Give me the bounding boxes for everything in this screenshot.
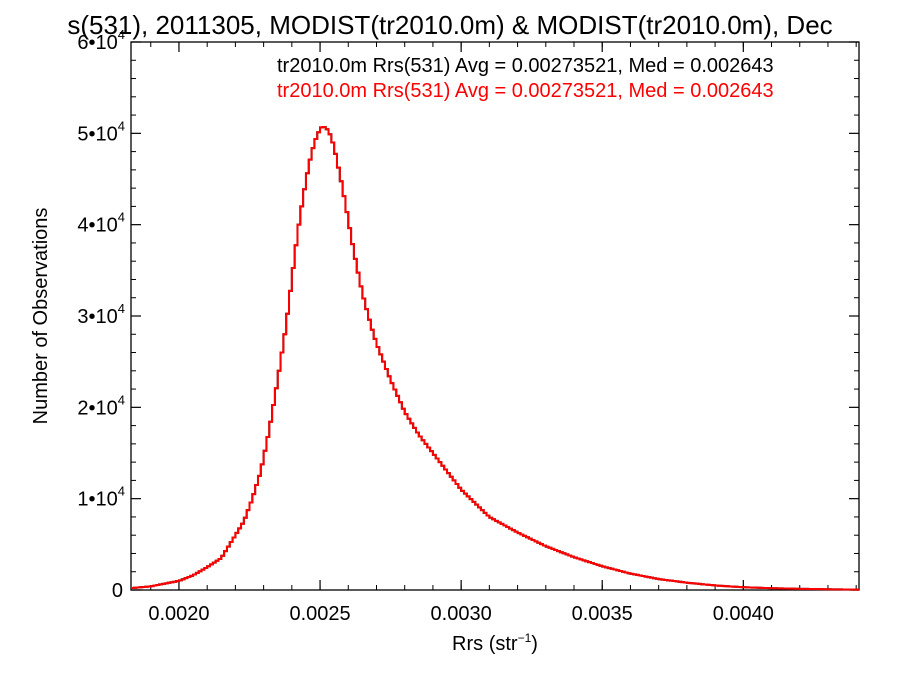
- y-tick-label-exponent: 4: [118, 484, 125, 499]
- x-tick-label: 0.0035: [572, 603, 633, 625]
- x-tick-label: 0.0040: [713, 603, 774, 625]
- y-tick-label-main: 0: [112, 580, 123, 602]
- y-tick-label-main: 2•10: [77, 397, 117, 419]
- y-tick-label-exponent: 4: [118, 392, 125, 407]
- y-axis-label: Number of Observations: [30, 208, 52, 425]
- y-tick-label-exponent: 4: [118, 27, 125, 42]
- y-tick-label: 1•104: [77, 484, 125, 511]
- legend-entry-1: tr2010.0m Rrs(531) Avg = 0.00273521, Med…: [277, 80, 774, 102]
- legend-entry-0: tr2010.0m Rrs(531) Avg = 0.00273521, Med…: [277, 55, 774, 77]
- y-tick-label: 6•104: [77, 27, 125, 54]
- y-tick-label: 5•104: [77, 118, 125, 145]
- y-tick-label-main: 3•10: [77, 306, 117, 328]
- x-axis-label: Rrs (str−1): [452, 631, 538, 655]
- x-axis-label-superscript: −1: [518, 631, 532, 645]
- y-tick-label: 0: [112, 580, 123, 602]
- y-tick-label: 2•104: [77, 392, 125, 419]
- series-line-1: [131, 125, 859, 591]
- x-axis-label-suffix: ): [531, 633, 538, 655]
- x-axis-label-main: Rrs (str: [452, 633, 518, 655]
- legend: tr2010.0m Rrs(531) Avg = 0.00273521, Med…: [277, 55, 774, 102]
- x-tick-label: 0.0020: [148, 603, 209, 625]
- x-tick-label: 0.0030: [431, 603, 492, 625]
- y-tick-label-main: 5•10: [77, 123, 117, 145]
- y-tick-label-exponent: 4: [118, 210, 125, 225]
- y-tick-label: 3•104: [77, 301, 125, 328]
- chart-title: s(531), 2011305, MODIST(tr2010.0m) & MOD…: [67, 10, 832, 40]
- y-tick-label-main: 1•10: [77, 489, 117, 511]
- x-axis-ticks: 0.0020 0.0025 0.0030 0.0035 0.0040: [148, 42, 857, 625]
- y-tick-label-main: 4•10: [77, 215, 117, 237]
- series-layer: [131, 125, 859, 591]
- y-tick-label-exponent: 4: [118, 118, 125, 133]
- y-tick-label-main: 6•10: [77, 32, 117, 54]
- plot-frame: [130, 41, 860, 591]
- x-tick-label: 0.0025: [289, 603, 350, 625]
- y-tick-label-exponent: 4: [118, 301, 125, 316]
- y-tick-label: 4•104: [77, 210, 125, 237]
